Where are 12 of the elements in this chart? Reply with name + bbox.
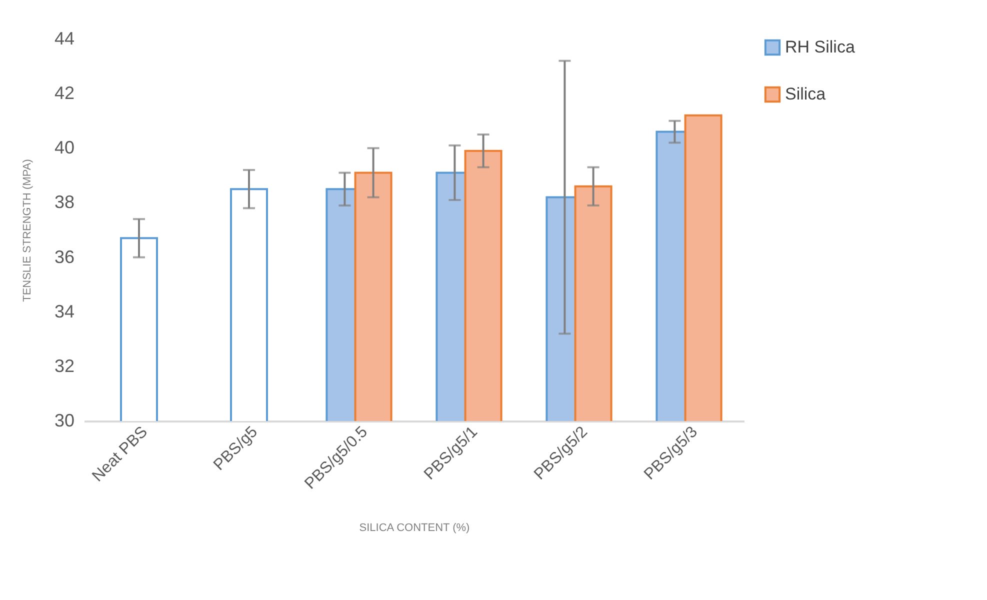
y-tick-label: 30 [54,410,74,430]
y-tick-label: 32 [54,356,74,376]
y-axis-title: TENSLIE STRENGTH (MPA) [21,159,34,302]
x-axis-title: SILICA CONTENT (%) [359,522,470,534]
y-tick-label: 44 [54,28,74,48]
y-tick-label: 34 [54,301,74,322]
legend-label: Silica [785,84,826,104]
y-tick-label: 40 [54,138,74,158]
y-tick-label: 36 [54,246,74,267]
legend-label: RH Silica [785,38,856,56]
y-tick-label: 42 [54,83,74,104]
y-tick-label: 38 [54,192,74,212]
